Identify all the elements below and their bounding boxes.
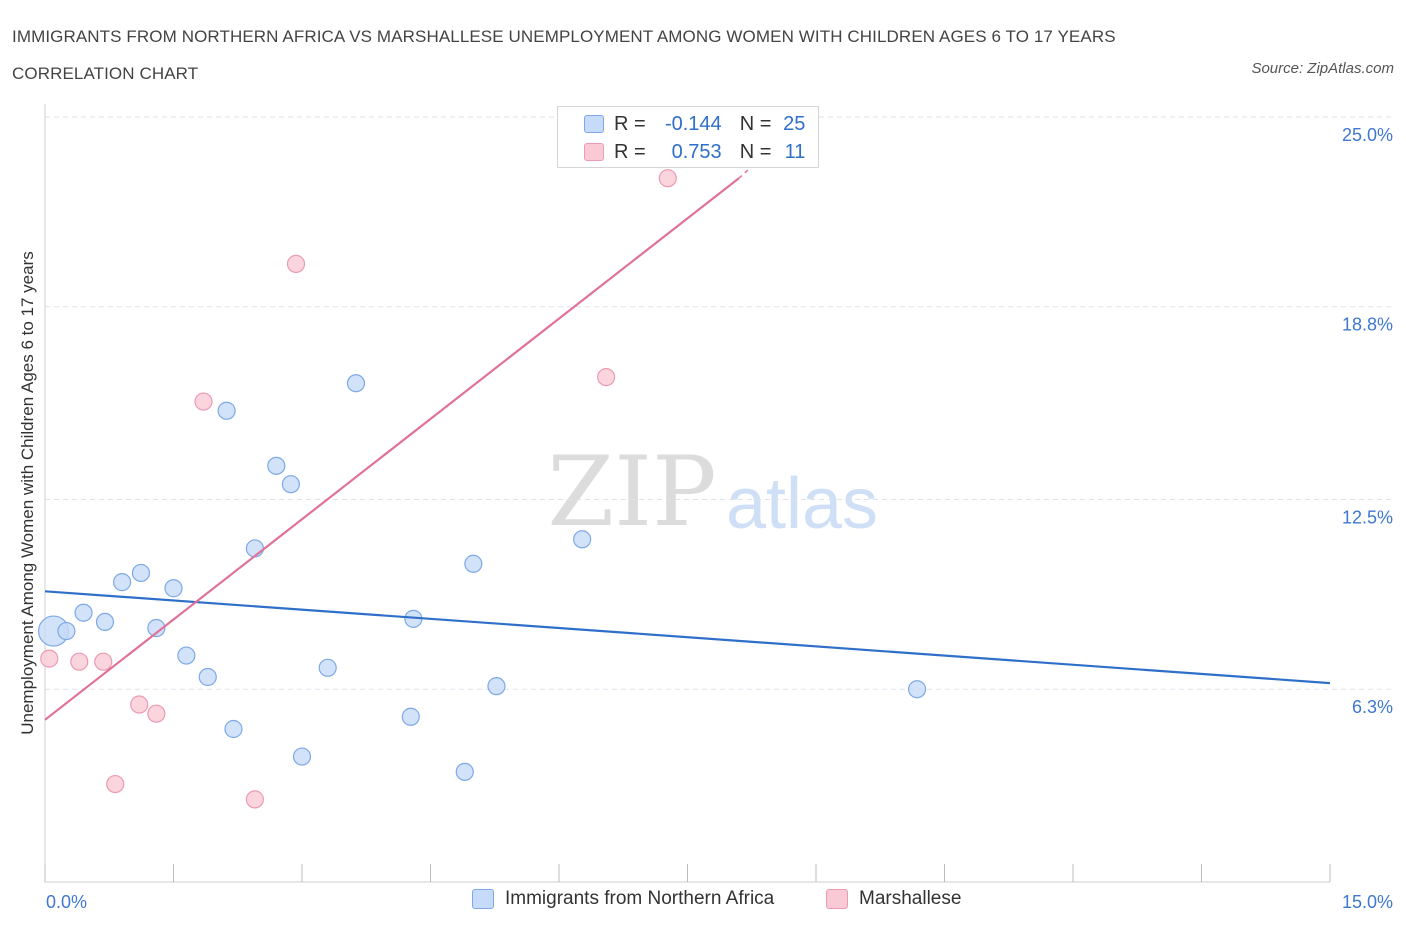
blue-data-point bbox=[112, 573, 132, 592]
source-credit: Source: ZipAtlas.com bbox=[1251, 60, 1394, 77]
pink-data-point bbox=[70, 652, 89, 671]
pink-data-point bbox=[245, 790, 264, 809]
pink-data-point bbox=[40, 649, 59, 668]
blue-data-point bbox=[907, 680, 927, 699]
y-axis-label: Unemployment Among Women with Children A… bbox=[18, 251, 37, 735]
blue-data-point bbox=[164, 579, 183, 598]
blue-data-point bbox=[346, 374, 366, 393]
legend-item-immigrants[interactable]: Immigrants from Northern Africa bbox=[472, 888, 774, 910]
x-tick-label: 15.0% bbox=[1342, 892, 1393, 912]
legend-label-marshallese: Marshallese bbox=[859, 888, 962, 909]
pink-trend-line bbox=[44, 177, 740, 721]
n-value: 11 bbox=[784, 140, 806, 163]
blue-data-point bbox=[267, 456, 286, 475]
blue-data-point bbox=[318, 658, 337, 677]
pink-data-point bbox=[286, 254, 306, 273]
pink-data-point bbox=[94, 652, 113, 671]
blue-data-point bbox=[217, 401, 236, 420]
watermark-zip: ZIP bbox=[547, 436, 716, 548]
blue-data-point bbox=[131, 563, 151, 583]
blue-data-point bbox=[292, 747, 312, 766]
chart-title: IMMIGRANTS FROM NORTHERN AFRICA VS MARSH… bbox=[12, 27, 1116, 83]
pink-data-point bbox=[597, 368, 616, 387]
pink-swatch-icon bbox=[584, 143, 604, 161]
blue-data-point bbox=[198, 667, 217, 687]
blue-swatch-icon bbox=[584, 115, 604, 133]
watermark-atlas: atlas bbox=[726, 464, 878, 544]
blue-data-point bbox=[464, 554, 483, 573]
blue-data-point bbox=[95, 612, 115, 632]
pink-data-point bbox=[658, 169, 677, 188]
legend-item-marshallese[interactable]: Marshallese bbox=[826, 888, 961, 910]
x-tick-label: 0.0% bbox=[46, 892, 87, 912]
y-tick-label: 18.8% bbox=[1342, 315, 1393, 335]
stats-legend-row-blue: R = -0.144 N = 25 bbox=[584, 111, 805, 137]
r-label: R = bbox=[614, 112, 646, 135]
n-label: N = bbox=[739, 140, 772, 163]
blue-data-point bbox=[74, 603, 93, 622]
blue-data-point bbox=[147, 618, 166, 638]
n-label: N = bbox=[739, 112, 772, 135]
n-value: 25 bbox=[783, 112, 806, 135]
blue-data-point bbox=[281, 475, 300, 494]
y-tick-label: 25.0% bbox=[1342, 125, 1393, 145]
blue-trend-line bbox=[44, 590, 1331, 685]
blue-data-point bbox=[401, 707, 420, 726]
blue-data-point bbox=[177, 646, 196, 665]
blue-data-point bbox=[224, 719, 243, 739]
r-value: -0.144 bbox=[664, 112, 722, 135]
r-label: R = bbox=[614, 140, 646, 163]
stats-legend-row-pink: R = 0.753 N = 11 bbox=[584, 139, 805, 165]
blue-data-point bbox=[455, 762, 474, 781]
blue-data-point bbox=[573, 530, 592, 549]
pink-swatch-icon bbox=[826, 889, 848, 909]
legend-label-immigrants: Immigrants from Northern Africa bbox=[505, 888, 775, 909]
blue-data-point bbox=[487, 677, 506, 696]
y-tick-label: 6.3% bbox=[1352, 697, 1393, 717]
y-tick-label: 12.5% bbox=[1342, 508, 1393, 528]
pink-data-point bbox=[130, 695, 149, 714]
r-value: 0.753 bbox=[671, 140, 722, 163]
blue-data-point bbox=[57, 621, 76, 641]
pink-data-point bbox=[194, 392, 213, 411]
blue-swatch-icon bbox=[472, 889, 494, 909]
pink-data-point bbox=[106, 774, 125, 794]
blue-data-point bbox=[245, 539, 264, 558]
stats-legend: R = -0.144 N = 25 R = 0.753 N = 11 bbox=[557, 106, 819, 168]
pink-data-point bbox=[147, 704, 166, 723]
